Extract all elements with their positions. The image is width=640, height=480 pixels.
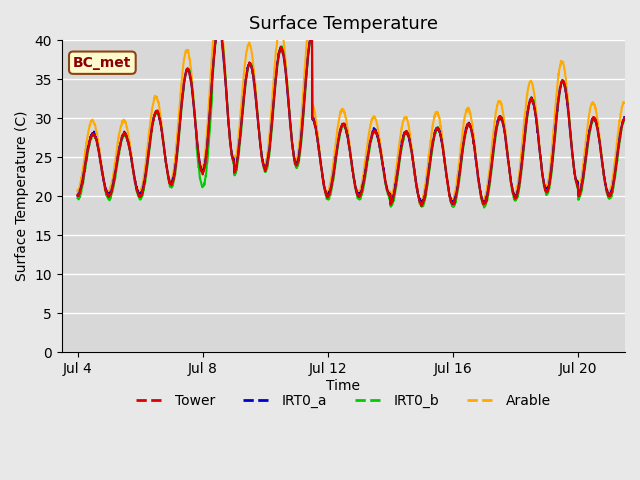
Tower (74, 192, 81, 198)
Arable (74, 187, 81, 193)
Arable (605, 189, 613, 194)
Tower (621, 116, 629, 122)
Legend: Tower, IRT0_a, IRT0_b, Arable: Tower, IRT0_a, IRT0_b, Arable (130, 389, 557, 414)
IRT0_b (74, 195, 81, 201)
IRT0_b (102, 189, 109, 194)
Title: Surface Temperature: Surface Temperature (249, 15, 438, 33)
Tower (605, 193, 613, 199)
IRT0_b (606, 195, 614, 201)
IRT0_b (621, 116, 629, 121)
Arable (606, 190, 614, 196)
IRT0_a (340, 122, 348, 128)
Tower (606, 193, 614, 199)
Arable (506, 163, 513, 168)
Tower (215, 23, 223, 28)
IRT0_b (506, 165, 513, 171)
IRT0_b (215, 22, 223, 28)
Text: BC_met: BC_met (73, 56, 132, 70)
Line: Arable: Arable (77, 24, 625, 201)
Tower (506, 165, 513, 171)
IRT0_a (102, 185, 109, 191)
X-axis label: Time: Time (326, 379, 360, 393)
Tower (102, 188, 109, 193)
IRT0_b (605, 196, 613, 202)
Arable (326, 184, 333, 190)
Arable (102, 185, 109, 191)
Line: IRT0_b: IRT0_b (77, 25, 625, 207)
IRT0_a (621, 116, 629, 121)
Arable (621, 100, 629, 106)
Tower (326, 192, 333, 198)
IRT0_b (326, 193, 333, 199)
IRT0_a (326, 189, 333, 194)
IRT0_a (606, 192, 614, 197)
IRT0_a (506, 165, 513, 170)
IRT0_a (74, 193, 81, 199)
IRT0_a (605, 191, 613, 197)
IRT0_b (481, 204, 488, 210)
IRT0_b (340, 121, 348, 127)
Y-axis label: Surface Temperature (C): Surface Temperature (C) (15, 111, 29, 281)
Arable (417, 198, 425, 204)
Tower (340, 121, 348, 127)
Arable (340, 109, 348, 115)
Line: IRT0_a: IRT0_a (77, 27, 625, 204)
IRT0_a (215, 24, 223, 30)
IRT0_a (449, 201, 456, 207)
Line: Tower: Tower (77, 25, 625, 206)
Arable (211, 22, 218, 27)
Tower (418, 203, 426, 209)
